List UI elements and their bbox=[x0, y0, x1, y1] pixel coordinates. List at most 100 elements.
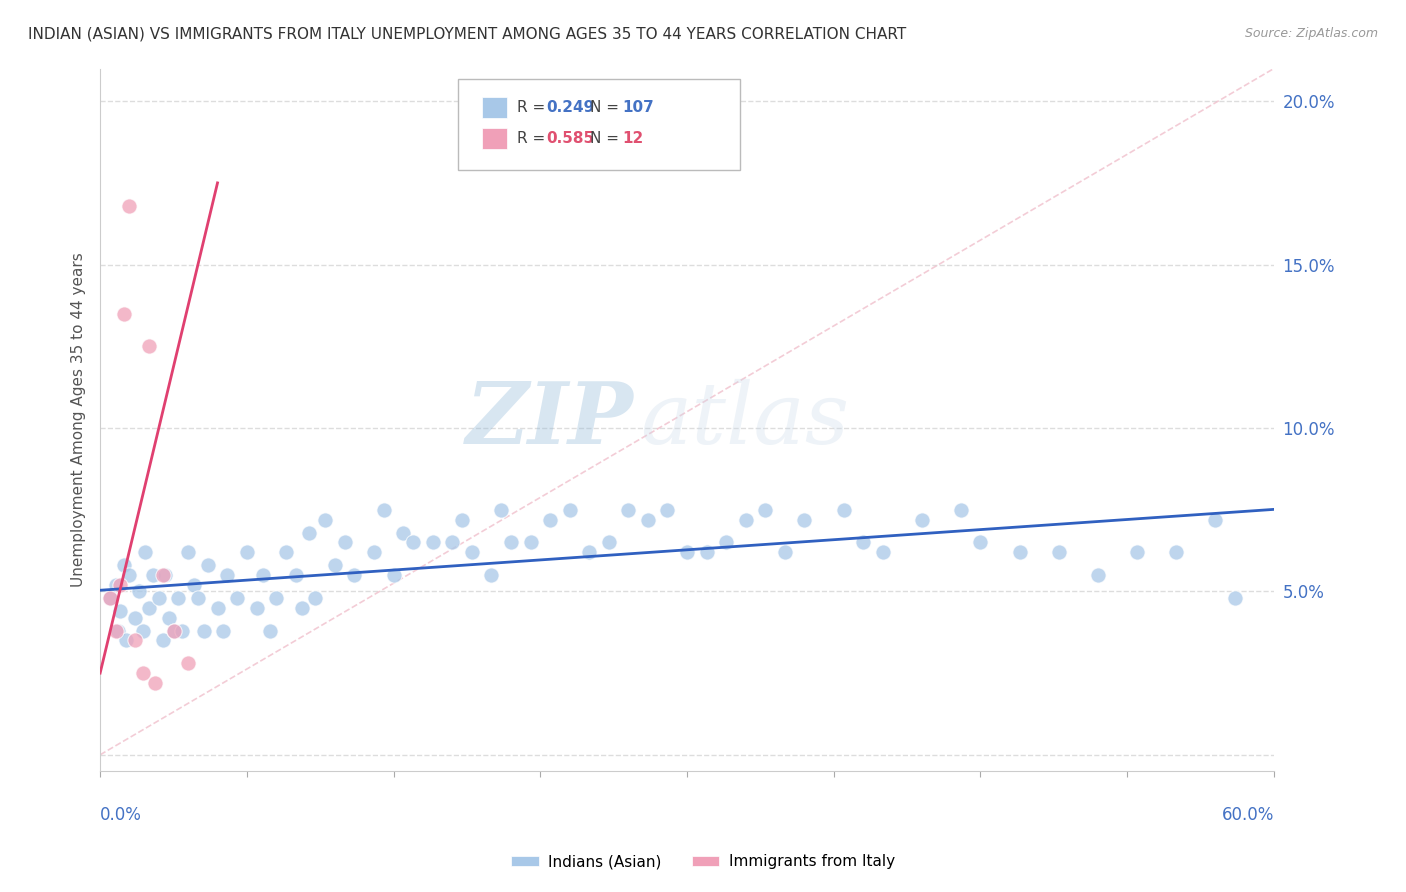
Point bbox=[112, 307, 135, 321]
Point bbox=[138, 600, 160, 615]
Text: 12: 12 bbox=[623, 131, 644, 146]
Point bbox=[323, 558, 346, 573]
Y-axis label: Unemployment Among Ages 35 to 44 years: Unemployment Among Ages 35 to 44 years bbox=[72, 252, 86, 587]
Point bbox=[872, 545, 894, 559]
Text: 0.249: 0.249 bbox=[546, 100, 595, 115]
Point bbox=[104, 624, 127, 638]
Point bbox=[392, 525, 415, 540]
Text: INDIAN (ASIAN) VS IMMIGRANTS FROM ITALY UNEMPLOYMENT AMONG AGES 35 TO 44 YEARS C: INDIAN (ASIAN) VS IMMIGRANTS FROM ITALY … bbox=[28, 27, 907, 42]
Text: 0.585: 0.585 bbox=[546, 131, 595, 146]
Point bbox=[1047, 545, 1070, 559]
Point bbox=[1087, 568, 1109, 582]
Point bbox=[657, 502, 679, 516]
Text: R =: R = bbox=[517, 131, 550, 146]
Point bbox=[108, 604, 131, 618]
Point bbox=[1223, 591, 1246, 605]
Point bbox=[969, 535, 991, 549]
Point bbox=[499, 535, 522, 549]
Point bbox=[451, 512, 474, 526]
Point bbox=[479, 568, 502, 582]
Point bbox=[134, 545, 156, 559]
Point bbox=[112, 558, 135, 573]
Point bbox=[304, 591, 326, 605]
Point bbox=[696, 545, 718, 559]
Text: N =: N = bbox=[589, 100, 623, 115]
Text: atlas: atlas bbox=[640, 378, 849, 461]
Point bbox=[314, 512, 336, 526]
Point bbox=[104, 578, 127, 592]
Point bbox=[128, 584, 150, 599]
Point bbox=[298, 525, 321, 540]
Point bbox=[183, 578, 205, 592]
Point bbox=[489, 502, 512, 516]
Point bbox=[124, 633, 146, 648]
Point bbox=[274, 545, 297, 559]
Point bbox=[558, 502, 581, 516]
Text: 60.0%: 60.0% bbox=[1222, 806, 1274, 824]
Point bbox=[1126, 545, 1149, 559]
Point bbox=[949, 502, 972, 516]
Point bbox=[118, 568, 141, 582]
Legend: Indians (Asian), Immigrants from Italy: Indians (Asian), Immigrants from Italy bbox=[505, 848, 901, 875]
Point bbox=[832, 502, 855, 516]
Point bbox=[1164, 545, 1187, 559]
Point bbox=[152, 568, 174, 582]
Text: ZIP: ZIP bbox=[467, 378, 634, 461]
Point bbox=[226, 591, 249, 605]
Point bbox=[163, 624, 186, 638]
Point bbox=[98, 591, 121, 605]
Point bbox=[1204, 512, 1226, 526]
FancyBboxPatch shape bbox=[482, 96, 508, 118]
Point bbox=[422, 535, 444, 549]
FancyBboxPatch shape bbox=[482, 128, 508, 149]
Point bbox=[157, 610, 180, 624]
Point bbox=[676, 545, 699, 559]
Point bbox=[152, 633, 174, 648]
Point bbox=[773, 545, 796, 559]
Point bbox=[118, 199, 141, 213]
Point bbox=[754, 502, 776, 516]
Point bbox=[177, 545, 200, 559]
Point bbox=[217, 568, 239, 582]
Point bbox=[172, 624, 194, 638]
Point bbox=[132, 624, 155, 638]
Point bbox=[461, 545, 484, 559]
Text: R =: R = bbox=[517, 100, 550, 115]
Point bbox=[107, 624, 129, 638]
Point bbox=[911, 512, 934, 526]
Point bbox=[108, 578, 131, 592]
Point bbox=[793, 512, 815, 526]
Point bbox=[382, 568, 405, 582]
Point bbox=[519, 535, 541, 549]
Point bbox=[333, 535, 356, 549]
FancyBboxPatch shape bbox=[458, 79, 740, 170]
Point bbox=[1008, 545, 1031, 559]
Point bbox=[617, 502, 640, 516]
Point bbox=[177, 657, 200, 671]
Point bbox=[132, 666, 155, 681]
Point bbox=[363, 545, 385, 559]
Point bbox=[578, 545, 600, 559]
Text: N =: N = bbox=[589, 131, 623, 146]
Point bbox=[197, 558, 219, 573]
Point bbox=[143, 676, 166, 690]
Point bbox=[142, 568, 165, 582]
Point bbox=[259, 624, 281, 638]
Point bbox=[343, 568, 366, 582]
Point bbox=[167, 591, 190, 605]
Point bbox=[284, 568, 307, 582]
Text: Source: ZipAtlas.com: Source: ZipAtlas.com bbox=[1244, 27, 1378, 40]
Point bbox=[373, 502, 395, 516]
Point bbox=[207, 600, 229, 615]
Point bbox=[163, 624, 186, 638]
Point bbox=[153, 568, 176, 582]
Point bbox=[246, 600, 269, 615]
Point bbox=[291, 600, 314, 615]
Point bbox=[193, 624, 215, 638]
Point bbox=[598, 535, 620, 549]
Point bbox=[852, 535, 875, 549]
Text: 107: 107 bbox=[623, 100, 654, 115]
Text: 0.0%: 0.0% bbox=[100, 806, 142, 824]
Point bbox=[98, 591, 121, 605]
Point bbox=[441, 535, 464, 549]
